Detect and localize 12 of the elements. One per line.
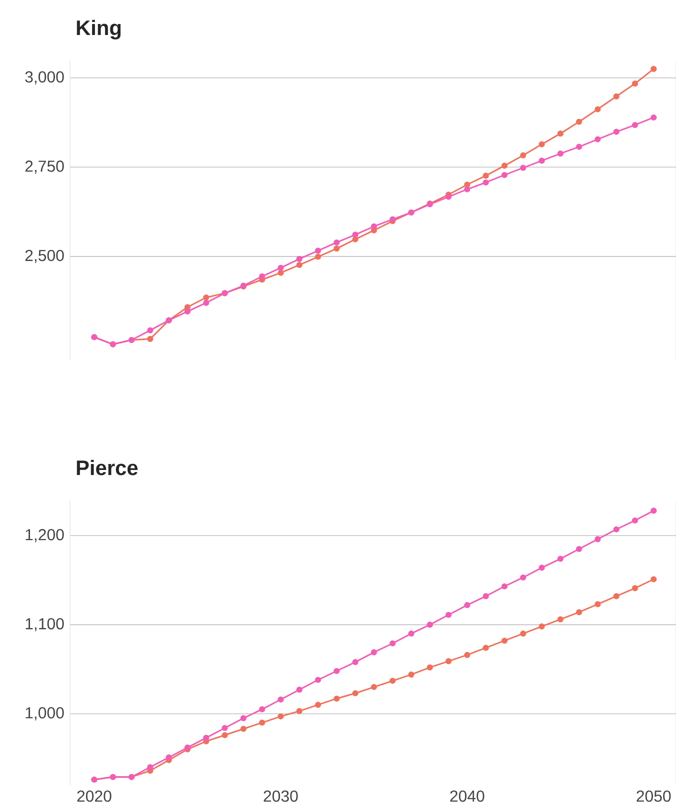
chart-title: King (76, 20, 121, 40)
x-tick-label: 2020 (77, 790, 112, 802)
y-tick-label: 2,750 (25, 160, 64, 174)
x-tick-label: 2030 (264, 790, 298, 802)
y-tick-label: 1,000 (26, 707, 64, 720)
y-tick-label: 1,200 (26, 529, 64, 542)
x-tick-label: 2050 (636, 790, 671, 802)
y-tick-label: 1,100 (26, 618, 64, 632)
chart-title: Pierce (76, 460, 138, 476)
y-tick-label: 3,000 (25, 71, 64, 84)
y-tick-label: 2,500 (25, 250, 64, 263)
x-tick-label: 2040 (450, 790, 484, 802)
